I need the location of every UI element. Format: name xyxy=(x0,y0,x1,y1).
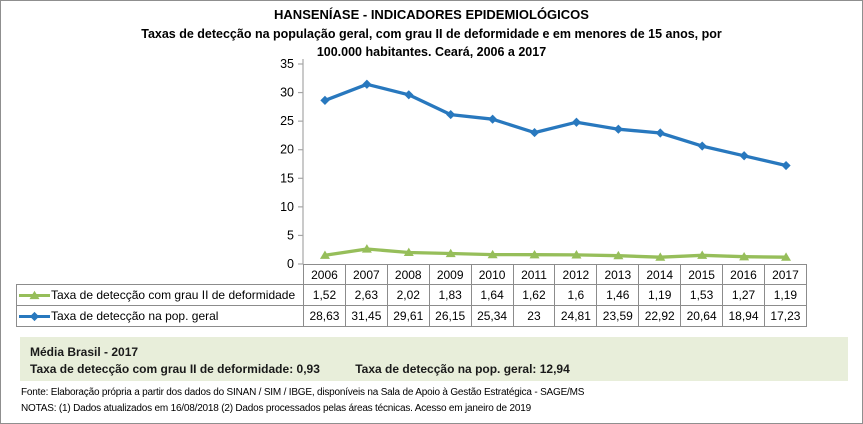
series-label: Taxa de detecção com grau II de deformid… xyxy=(51,288,296,302)
years-row: 2006 2007 2008 2009 2010 2011 2012 2013 2014 2015… xyxy=(17,264,807,285)
svg-text:20: 20 xyxy=(280,143,294,157)
year-cell: 2009 xyxy=(428,264,472,285)
year-cell: 2013 xyxy=(596,264,640,285)
year-cell: 2014 xyxy=(638,264,682,285)
value-cell: 29,61 xyxy=(386,305,430,327)
chart-data-table: 2006 2007 2008 2009 2010 2011 2012 2013 2014 2015… xyxy=(16,264,807,327)
year-cell: 2017 xyxy=(763,264,807,285)
value-cell: 1,19 xyxy=(763,284,807,306)
svg-text:35: 35 xyxy=(280,57,294,71)
value-cell: 2,02 xyxy=(386,284,430,306)
media-brasil-title: Média Brasil - 2017 xyxy=(30,345,139,359)
year-cell: 2006 xyxy=(303,264,346,285)
value-cell: 26,15 xyxy=(428,305,472,327)
svg-text:5: 5 xyxy=(287,228,294,242)
svg-text:15: 15 xyxy=(280,171,294,185)
value-cell: 1,19 xyxy=(638,284,682,306)
value-cell: 1,52 xyxy=(303,284,346,306)
value-cell: 31,45 xyxy=(344,305,388,327)
legend-key-deformidade-icon xyxy=(19,290,50,301)
value-cell: 1,27 xyxy=(722,284,765,306)
table-row-deformidade: Taxa de detecção com grau II de deformid… xyxy=(16,284,807,306)
series-name-cell: Taxa de detecção na pop. geral xyxy=(16,305,304,327)
media-brasil-box: Média Brasil - 2017 Taxa de detecção com… xyxy=(20,337,848,381)
table-spacer-cell xyxy=(17,265,304,285)
svg-text:0: 0 xyxy=(287,257,294,271)
footnotes: Fonte: Elaboração própria a partir dos d… xyxy=(21,385,851,417)
svg-text:30: 30 xyxy=(280,86,294,100)
value-cell: 2,63 xyxy=(344,284,388,306)
year-cell: 2008 xyxy=(386,264,430,285)
value-cell: 1,64 xyxy=(470,284,514,306)
value-cell: 1,83 xyxy=(428,284,472,306)
value-cell: 23 xyxy=(512,305,556,327)
legend-key-pop-geral-icon xyxy=(19,311,50,322)
media-item-pop-geral: Taxa de detecção na pop. geral: 12,94 xyxy=(355,362,570,376)
value-cell: 24,81 xyxy=(554,305,598,327)
value-cell: 1,62 xyxy=(512,284,556,306)
media-brasil-values: Taxa de detecção com grau II de deformid… xyxy=(30,361,848,378)
series-label: Taxa de detecção na pop. geral xyxy=(51,309,219,323)
year-cell: 2012 xyxy=(554,264,598,285)
media-item-deformidade: Taxa de detecção com grau II de deformid… xyxy=(30,362,320,376)
chart-subtitle: Taxas de detecção na população geral, co… xyxy=(1,25,862,61)
notas-note: NOTAS: (1) Dados atualizados em 16/08/20… xyxy=(21,403,531,414)
year-cell: 2015 xyxy=(680,264,724,285)
value-cell: 1,46 xyxy=(596,284,640,306)
svg-text:25: 25 xyxy=(280,114,294,128)
chart-subtitle-line2: 100.000 habitantes. Ceará, 2006 a 2017 xyxy=(316,45,547,59)
year-cell: 2007 xyxy=(344,264,388,285)
value-cell: 1,6 xyxy=(554,284,598,306)
value-cell: 28,63 xyxy=(303,305,346,327)
svg-text:10: 10 xyxy=(280,200,294,214)
series-name-cell: Taxa de detecção com grau II de deformid… xyxy=(16,284,304,306)
value-cell: 20,64 xyxy=(680,305,724,327)
fonte-note: Fonte: Elaboração própria a partir dos d… xyxy=(21,387,585,398)
value-cell: 25,34 xyxy=(470,305,514,327)
table-row-pop-geral: Taxa de detecção na pop. geral 28,63 31,4… xyxy=(16,305,807,327)
value-cell: 22,92 xyxy=(638,305,682,327)
value-cell: 18,94 xyxy=(722,305,765,327)
page-title: HANSENÍASE - INDICADORES EPIDEMIOLÓGICOS xyxy=(274,7,589,22)
year-cell: 2011 xyxy=(512,264,556,285)
value-cell: 23,59 xyxy=(596,305,640,327)
year-cell: 2016 xyxy=(722,264,765,285)
value-cell: 1,53 xyxy=(680,284,724,306)
year-cell: 2010 xyxy=(470,264,514,285)
value-cell: 17,23 xyxy=(763,305,807,327)
chart-subtitle-line1: Taxas de detecção na população geral, co… xyxy=(141,27,722,41)
